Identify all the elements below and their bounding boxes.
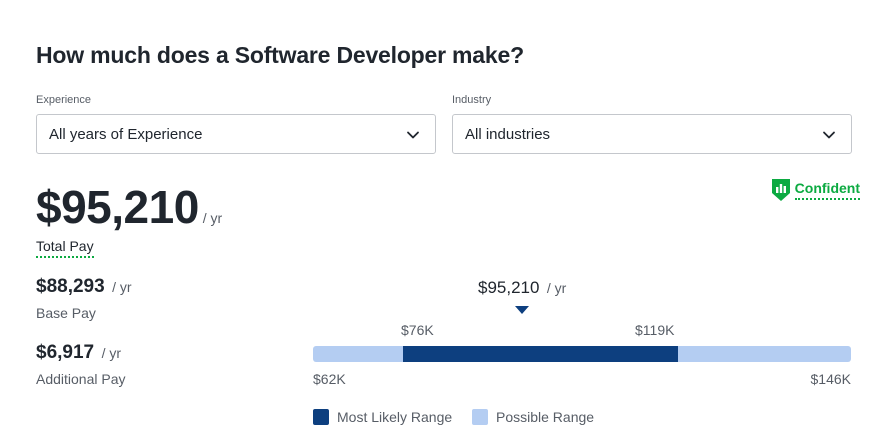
legend-possible: Possible Range [472,409,594,425]
additional-pay-value: $6,917 [36,342,95,363]
industry-select-value: All industries [465,125,551,143]
additional-pay-per: / yr [101,345,122,361]
possible-swatch [472,409,488,425]
base-pay-label: Base Pay [36,305,96,321]
confidence-badge[interactable]: Confident [771,178,860,202]
chevron-down-icon [407,131,419,139]
experience-label: Experience [36,94,92,106]
range-min-label: $62K [313,371,346,387]
additional-pay-label: Additional Pay [36,371,126,387]
pay-range-bar [313,346,851,362]
likely-range-bar [402,346,679,362]
industry-select[interactable]: All industries [452,114,852,154]
total-pay-value: $95,210 [36,181,199,233]
total-pay-per: / yr [202,210,223,226]
total-pay-label[interactable]: Total Pay [36,238,94,258]
legend-likely-label: Most Likely Range [337,409,453,425]
confidence-label: Confident [794,180,860,200]
median-marker-value: $95,210 [478,278,540,297]
chevron-down-icon [823,131,835,139]
median-marker-triangle [515,306,529,314]
likely-high-label: $119K [635,322,675,338]
additional-pay-amount: $6,917 / yr [36,342,121,364]
base-pay-value: $88,293 [36,276,105,297]
page-title: How much does a Software Developer make? [36,42,524,68]
median-marker-per: / yr [546,280,567,296]
bar-chart-shield-icon [771,179,790,201]
experience-select-value: All years of Experience [49,125,203,143]
range-max-label: $146K [810,371,851,387]
likely-swatch [313,409,329,425]
legend-likely: Most Likely Range [313,409,452,425]
industry-label: Industry [452,94,492,106]
median-marker-label: $95,210 / yr [478,278,566,298]
total-pay-amount: $95,210 / yr [36,180,222,234]
likely-low-label: $76K [401,322,434,338]
legend-possible-label: Possible Range [496,409,595,425]
experience-select[interactable]: All years of Experience [36,114,436,154]
base-pay-per: / yr [112,279,132,295]
base-pay-amount: $88,293 / yr [36,276,132,298]
